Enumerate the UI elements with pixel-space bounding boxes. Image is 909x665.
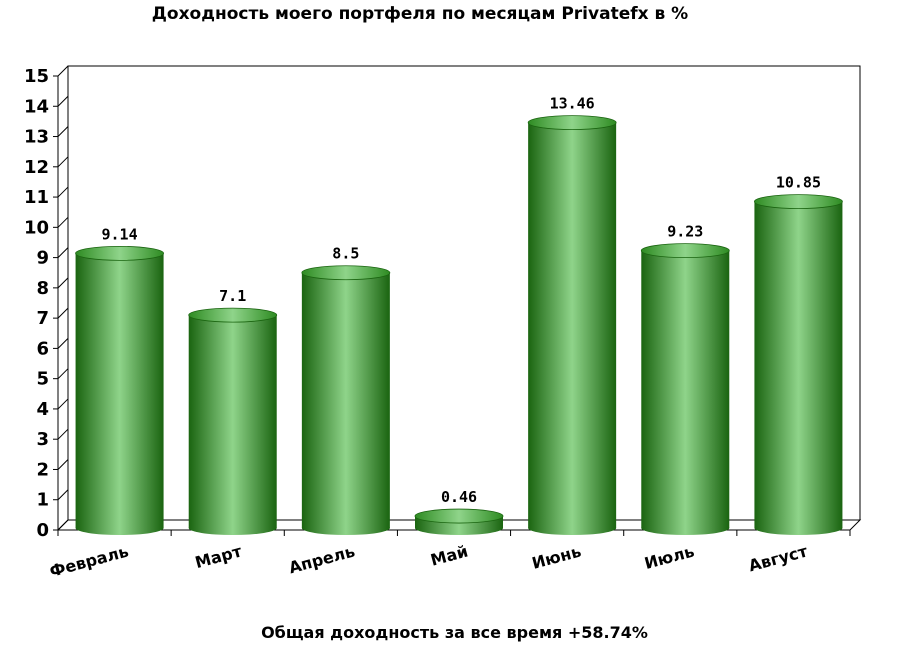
- y-tick-label: 2: [36, 459, 49, 480]
- category-label: Июль: [642, 542, 696, 573]
- y-tick-label: 15: [24, 66, 49, 87]
- axes: [53, 65, 862, 536]
- category-label: Февраль: [48, 542, 131, 581]
- y-tick-depth: [57, 489, 69, 501]
- chart-title: Доходность моего портфеля по месяцам Pri…: [151, 4, 689, 24]
- back-wall: [57, 65, 861, 531]
- bar: [527, 115, 617, 535]
- bar-base: [75, 521, 164, 535]
- y-tick-label: 4: [36, 399, 49, 420]
- bar-base: [301, 521, 390, 535]
- category-label: Март: [193, 541, 244, 572]
- y-tick-depth: [57, 216, 69, 228]
- bar-cap: [188, 307, 278, 323]
- y-tick-label: 1: [36, 490, 49, 511]
- bar-cap: [640, 243, 730, 259]
- bar-body: [754, 201, 843, 528]
- y-tick-label: 0: [36, 520, 49, 541]
- y-tick-label: 11: [24, 187, 49, 208]
- labels: 01234567891011121314159.14Февраль7.1Март…: [24, 66, 821, 581]
- bar-cap: [301, 265, 391, 281]
- bar-body: [188, 315, 277, 528]
- y-tick-depth: [57, 247, 69, 258]
- bar-base: [188, 521, 277, 535]
- bars: [75, 115, 843, 535]
- y-tick-label: 12: [24, 157, 49, 178]
- y-tick-depth: [57, 186, 69, 198]
- bar-cap: [414, 508, 504, 524]
- bar: [414, 508, 504, 535]
- y-tick-label: 14: [24, 96, 49, 117]
- y-tick-label: 8: [36, 278, 49, 299]
- bar-base: [641, 521, 730, 535]
- bar-body: [301, 272, 390, 528]
- data-label: 10.85: [776, 174, 821, 192]
- y-tick-depth: [57, 338, 69, 349]
- bar-body: [528, 122, 617, 529]
- bar-cap: [754, 194, 843, 210]
- bar-cap: [527, 115, 617, 131]
- data-label: 0.46: [441, 488, 477, 506]
- data-label: 8.5: [332, 245, 359, 263]
- bar: [754, 194, 843, 535]
- bar-base: [754, 521, 843, 535]
- bar-base: [415, 521, 503, 535]
- category-label: Август: [747, 541, 811, 575]
- y-tick-label: 5: [36, 369, 49, 390]
- y-tick-label: 10: [24, 217, 49, 238]
- category-label: Июнь: [530, 542, 583, 573]
- y-tick-label: 13: [24, 127, 49, 148]
- bar: [640, 243, 730, 535]
- y-tick-label: 9: [36, 248, 49, 269]
- bar: [188, 307, 278, 535]
- y-tick-depth: [57, 126, 69, 137]
- y-tick-label: 3: [36, 429, 49, 450]
- y-tick-depth: [57, 368, 69, 380]
- y-tick-label: 7: [36, 308, 49, 329]
- y-tick-depth: [57, 519, 69, 531]
- y-tick-depth: [57, 277, 69, 289]
- bar-base: [528, 521, 617, 535]
- category-label: Апрель: [287, 542, 357, 578]
- bar: [75, 245, 164, 535]
- y-tick-depth: [57, 156, 69, 168]
- y-tick-depth: [57, 95, 69, 107]
- data-label: 9.23: [667, 223, 703, 241]
- y-tick-depth: [57, 428, 69, 440]
- y-tick-depth: [57, 459, 69, 470]
- bar-body: [641, 250, 730, 528]
- y-tick-label: 6: [36, 338, 49, 359]
- bar-cap: [75, 245, 164, 261]
- bar-body: [75, 253, 164, 528]
- data-label: 9.14: [102, 225, 138, 243]
- y-tick-depth: [57, 307, 69, 319]
- y-tick-depth: [57, 398, 69, 410]
- category-label: Май: [428, 542, 470, 570]
- chart-footer: Общая доходность за все время +58.74%: [261, 623, 648, 642]
- data-label: 13.46: [550, 95, 595, 113]
- y-tick-depth: [57, 65, 69, 77]
- bar: [301, 265, 391, 535]
- data-label: 7.1: [219, 287, 246, 305]
